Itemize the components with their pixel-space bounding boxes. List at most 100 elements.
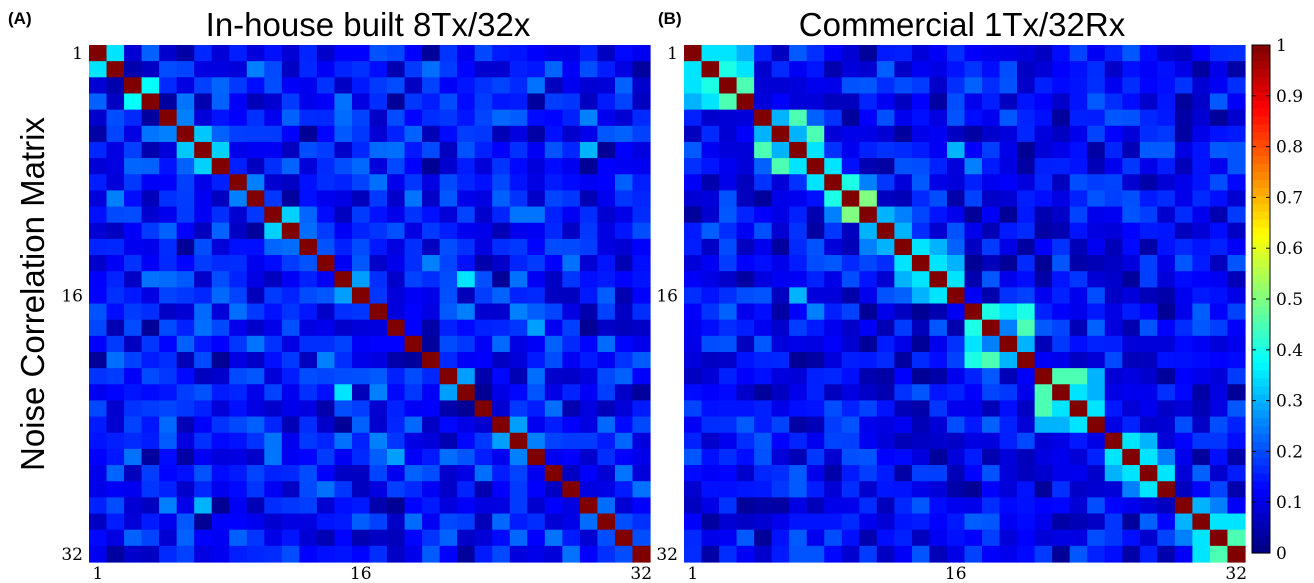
heatmap-cell	[1227, 384, 1246, 402]
heatmap-cell	[859, 497, 878, 515]
heatmap-cell	[597, 497, 616, 515]
heatmap-cell	[387, 271, 406, 288]
heatmap-cell	[1104, 384, 1123, 402]
heatmap-cell	[211, 109, 230, 127]
heatmap-cell	[841, 384, 860, 402]
heatmap-cell	[492, 271, 511, 288]
heatmap-cell	[911, 45, 931, 62]
heatmap-cell	[1017, 109, 1036, 127]
heatmap-cell	[597, 448, 616, 466]
heatmap-cell	[422, 109, 441, 127]
heatmap-cell	[1069, 448, 1088, 466]
heatmap-cell	[841, 448, 860, 466]
heatmap-cell	[894, 351, 913, 369]
heatmap-cell	[141, 335, 160, 353]
heatmap-cell	[369, 481, 388, 498]
heatmap-cell	[89, 384, 108, 402]
heatmap-cell	[911, 255, 931, 272]
heatmap-cell	[771, 400, 790, 418]
heatmap-cell	[579, 497, 599, 515]
heatmap-cell	[246, 351, 265, 369]
heatmap-cell	[141, 368, 160, 385]
colorbar-segment	[1252, 60, 1270, 70]
heatmap-cell	[684, 125, 703, 143]
heatmap-cell	[369, 432, 388, 450]
heatmap-cell	[176, 448, 195, 466]
heatmap-cell	[894, 109, 913, 127]
heatmap-cell	[1227, 416, 1246, 434]
heatmap-cell	[894, 271, 913, 288]
heatmap-cell	[316, 222, 336, 240]
heatmap-cell	[736, 271, 755, 288]
heatmap-cell	[562, 109, 581, 127]
heatmap-cell	[351, 448, 371, 466]
heatmap-cell	[106, 432, 125, 450]
heatmap-cell	[439, 400, 458, 418]
heatmap-cell	[176, 416, 195, 434]
heatmap-cell	[1122, 545, 1141, 563]
heatmap-cell	[754, 513, 773, 531]
heatmap-cell	[369, 125, 388, 143]
x-tick-label: 32	[1225, 564, 1247, 583]
heatmap-cell	[719, 287, 738, 305]
heatmap-cell	[1174, 335, 1194, 353]
heatmap-cell	[492, 416, 511, 434]
heatmap-cell	[141, 109, 160, 127]
heatmap-cell	[719, 222, 738, 240]
heatmap-cell	[579, 287, 599, 305]
heatmap-cell	[719, 61, 738, 78]
heatmap-cell	[106, 545, 125, 563]
heatmap-cell	[929, 287, 948, 305]
x-tick-label: 32	[630, 564, 652, 583]
heatmap-cell	[771, 45, 790, 62]
heatmap-cell	[736, 206, 755, 224]
heatmap-cell	[1087, 481, 1106, 498]
heatmap-cell	[369, 400, 388, 418]
heatmap-cell	[124, 77, 143, 95]
heatmap-cell	[1122, 351, 1141, 369]
heatmap-cell	[89, 481, 108, 498]
heatmap-cell	[876, 545, 895, 563]
heatmap-cell	[1087, 384, 1106, 402]
colorbar-segment	[1252, 370, 1270, 379]
heatmap-cell	[894, 529, 913, 547]
heatmap-cell	[929, 481, 948, 498]
heatmap-cell	[999, 384, 1018, 402]
heatmap-cell	[982, 109, 1001, 127]
heatmap-cell	[474, 222, 493, 240]
heatmap-cell	[404, 238, 423, 256]
heatmap-cell	[859, 61, 878, 78]
heatmap-cell	[264, 93, 283, 111]
heatmap-cell	[894, 77, 913, 95]
heatmap-cell	[316, 93, 336, 111]
heatmap-cell	[334, 109, 353, 127]
heatmap-cell	[509, 335, 528, 353]
heatmap-cell	[579, 158, 599, 175]
heatmap-cell	[194, 432, 213, 450]
heatmap-cell	[806, 416, 825, 434]
heatmap-cell	[509, 432, 528, 450]
heatmap-cell	[754, 77, 773, 95]
heatmap-cell	[1174, 545, 1194, 563]
heatmap-cell	[299, 174, 318, 192]
heatmap-cell	[492, 190, 511, 208]
heatmap-cell	[614, 255, 634, 272]
heatmap-cell	[474, 190, 493, 208]
heatmap-cell	[789, 351, 808, 369]
heatmap-cell	[632, 368, 651, 385]
heatmap-cell	[632, 432, 651, 450]
heatmap-cell	[736, 335, 755, 353]
heatmap-cell	[876, 432, 895, 450]
heatmap-cell	[316, 481, 336, 498]
heatmap-cell	[1052, 271, 1071, 288]
heatmap-cell	[754, 400, 773, 418]
heatmap-cell	[964, 481, 983, 498]
heatmap-cell	[474, 497, 493, 515]
heatmap-cell	[1157, 432, 1176, 450]
heatmap-cell	[141, 481, 160, 498]
heatmap-cell	[1052, 545, 1071, 563]
heatmap-cell	[946, 238, 966, 256]
heatmap-cell	[124, 497, 143, 515]
heatmap-cell	[264, 416, 283, 434]
heatmap-cell	[89, 319, 108, 337]
